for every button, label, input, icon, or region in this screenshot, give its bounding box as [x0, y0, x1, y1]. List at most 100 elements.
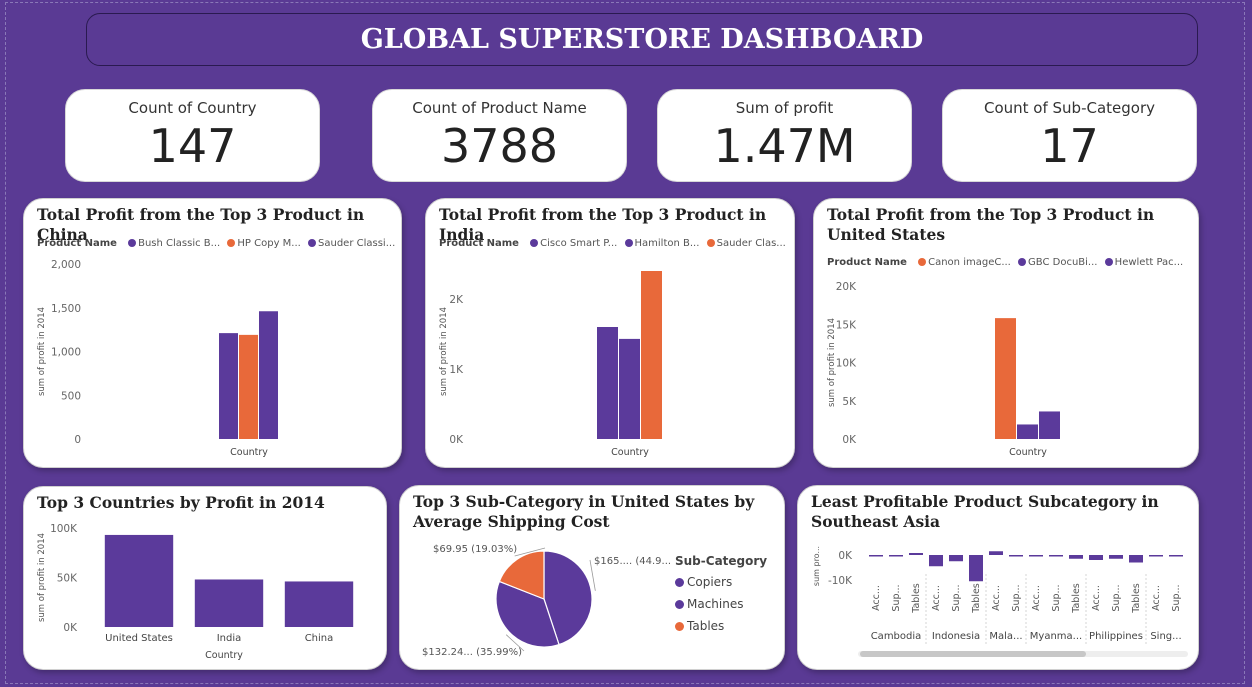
x-tick-label: Tables: [1071, 583, 1082, 614]
chart-card-southeast-asia[interactable]: Least Profitable Product Subcategory in …: [797, 485, 1199, 670]
y-tick-label: 1,500: [51, 303, 81, 315]
legend-item-tables[interactable]: Tables: [675, 619, 767, 633]
x-tick-label: Acc...: [1091, 585, 1102, 611]
legend-dot: [675, 578, 684, 587]
x-tick-label: Tables: [911, 583, 922, 614]
bar: [619, 338, 640, 439]
chart-title: Total Profit from the Top 3 Product in I…: [439, 205, 767, 244]
bar-chart-top-countries: 0K 50K 100K United States India China Country s…: [37, 523, 354, 661]
chart-title: Total Profit from the Top 3 Product in U…: [827, 205, 1155, 244]
chart-card-india[interactable]: Total Profit from the Top 3 Product in I…: [425, 198, 795, 468]
y-axis-label: sum of profit in 2014: [37, 533, 47, 622]
pie-chart-us: $165.... (44.9... $132.24... (35.99%) $69.…: [422, 544, 671, 658]
legend-dot: [128, 239, 137, 247]
bar: [194, 579, 264, 627]
kpi-label: Count of Sub-Category: [983, 99, 1156, 117]
legend-item[interactable]: Canon imageC...: [928, 257, 1011, 268]
pie-data-label: $132.24... (35.99%): [422, 647, 522, 658]
bar: [1149, 555, 1163, 557]
legend-dot: [308, 239, 317, 247]
chart-card-china[interactable]: Total Profit from the Top 3 Product in C…: [23, 198, 402, 468]
bar: [889, 555, 903, 557]
legend-item-copiers[interactable]: Copiers: [675, 575, 767, 589]
bar: [597, 327, 618, 439]
bar: [1109, 555, 1123, 559]
x-tick-label: Sup...: [1111, 584, 1122, 611]
legend-label: Tables: [687, 619, 725, 633]
y-axis-label: sum pro...: [812, 546, 821, 586]
x-axis-label: Country: [230, 447, 268, 458]
bar: [995, 318, 1016, 439]
x-tick-label: Sup...: [891, 584, 902, 611]
kpi-card-sub-category[interactable]: Count of Sub-Category 17: [942, 89, 1197, 182]
y-axis-label: sum of profit in 2014: [37, 307, 47, 396]
y-tick-label: 100K: [50, 523, 78, 535]
chart-title: Least Profitable Product Subcategory in …: [811, 492, 1159, 531]
bar: [1129, 555, 1143, 563]
chart-card-top-countries[interactable]: Top 3 Countries by Profit in 2014 0K 50K 1…: [23, 486, 387, 670]
legend-item[interactable]: Hamilton B...: [634, 238, 700, 249]
bar: [1089, 555, 1103, 560]
pie-slice: [543, 550, 593, 646]
legend-item-machines[interactable]: Machines: [675, 597, 767, 611]
bar: [219, 333, 238, 439]
kpi-card-product-name[interactable]: Count of Product Name 3788: [372, 89, 627, 182]
y-tick-label: 500: [61, 390, 81, 402]
y-axis-label: sum of profit in 2014: [439, 307, 449, 396]
x-group-label: Sing...: [1150, 631, 1181, 642]
kpi-card-profit[interactable]: Sum of profit 1.47M: [657, 89, 912, 182]
chart-card-pie-us[interactable]: Top 3 Sub-Category in United States by A…: [399, 485, 785, 670]
chart-legend: Product Name Canon imageC... GBC DocuBi.…: [827, 257, 1183, 268]
chart-card-us[interactable]: Total Profit from the Top 3 Product in U…: [813, 198, 1199, 468]
x-tick-label: Acc...: [991, 585, 1002, 611]
bar-chart-china: 0 500 1,000 1,500 2,000 Country sum of profit …: [37, 259, 278, 458]
legend-dot: [918, 258, 927, 266]
y-tick-label: 15K: [836, 319, 857, 331]
chart-title: Total Profit from the Top 3 Product in C…: [37, 205, 365, 244]
bar: [969, 555, 983, 582]
legend-item[interactable]: Hewlett Pac...: [1114, 257, 1184, 268]
legend-dot: [706, 239, 715, 247]
chart-legend: Product Name Bush Classic B... HP Copy M…: [37, 238, 395, 249]
bar: [869, 555, 883, 557]
bar: [929, 555, 943, 567]
x-group-label: Cambodia: [871, 631, 922, 642]
kpi-label: Count of Product Name: [412, 99, 587, 117]
x-tick-label: Sup...: [951, 584, 962, 611]
legend-item[interactable]: Cisco Smart P...: [540, 238, 618, 249]
legend-dot: [227, 239, 236, 247]
legend-item[interactable]: HP Copy M...: [237, 238, 301, 249]
scrollbar-thumb[interactable]: [860, 651, 1086, 657]
legend-item[interactable]: Sauder Clas...: [716, 238, 786, 249]
kpi-label: Sum of profit: [735, 99, 834, 117]
legend-item[interactable]: Bush Classic B...: [138, 238, 221, 249]
bar: [989, 551, 1003, 555]
bar: [284, 581, 354, 627]
legend-title: Product Name: [37, 238, 117, 249]
legend-dot: [1104, 258, 1113, 266]
y-axis-label: sum of profit in 2014: [827, 318, 837, 407]
legend-item[interactable]: Sauder Classi...: [318, 238, 396, 249]
x-group-label: Philippines: [1089, 631, 1143, 642]
legend-label: Copiers: [687, 575, 733, 589]
bar-chart-southeast-asia: 0K -10K sum pro... Acc... Sup... Tables Cambod…: [812, 546, 1188, 657]
bar: [1069, 555, 1083, 559]
pie-data-label: $165.... (44.9...: [594, 556, 671, 567]
x-tick-label: United States: [105, 633, 173, 644]
y-tick-label: 2,000: [51, 259, 81, 271]
pie-slice: [498, 550, 545, 600]
pie-slice: [495, 580, 560, 648]
kpi-card-country[interactable]: Count of Country 147: [65, 89, 320, 182]
x-tick-label: India: [217, 633, 242, 644]
bar: [949, 555, 963, 562]
bar: [1017, 424, 1038, 439]
dashboard-title-box: GLOBAL SUPERSTORE DASHBOARD: [86, 13, 1198, 66]
y-tick-label: -10K: [828, 575, 853, 587]
legend-item[interactable]: GBC DocuBi...: [1028, 257, 1098, 268]
legend-label: Machines: [687, 597, 744, 611]
pie-leader-line: [514, 547, 546, 557]
x-tick-label: Acc...: [871, 585, 882, 611]
y-tick-label: 0K: [63, 622, 78, 634]
x-tick-label: Sup...: [1171, 584, 1182, 611]
bar: [1029, 555, 1043, 557]
